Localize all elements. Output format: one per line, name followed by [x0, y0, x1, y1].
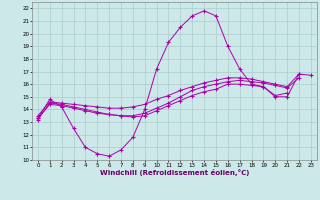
X-axis label: Windchill (Refroidissement éolien,°C): Windchill (Refroidissement éolien,°C): [100, 169, 249, 176]
